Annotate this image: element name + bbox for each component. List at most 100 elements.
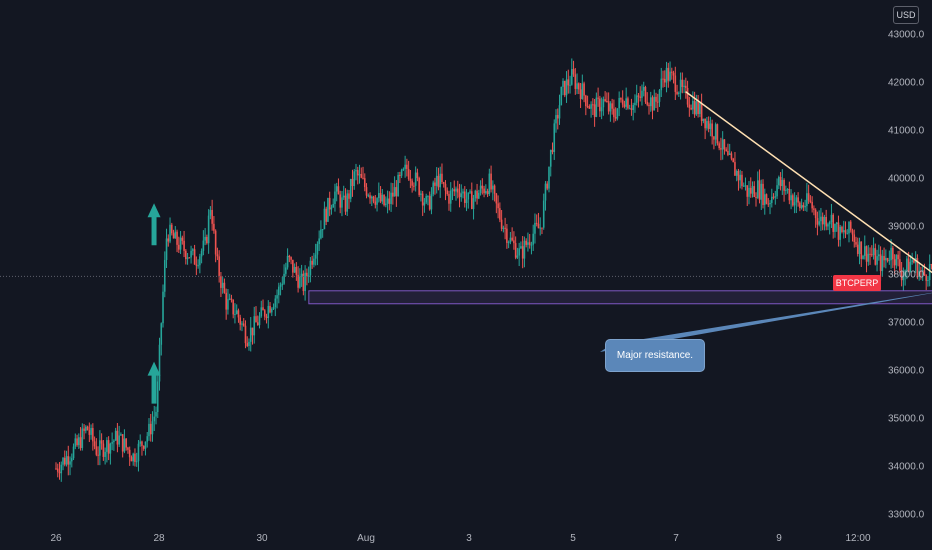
symbol-price-badge: BTCPERP: [833, 275, 881, 291]
candle-body: [255, 316, 257, 323]
candle-body: [379, 193, 382, 202]
candle-body: [370, 196, 373, 199]
candle-body: [697, 101, 699, 115]
candle-body: [460, 193, 463, 198]
candle-body: [76, 438, 78, 446]
candle-body: [213, 223, 215, 231]
candle-body: [609, 103, 612, 112]
candle-body: [118, 435, 120, 445]
candle-body: [455, 188, 457, 192]
candle-body: [900, 270, 903, 281]
up-arrow-icon: [147, 203, 161, 246]
candle-body: [585, 95, 587, 107]
candle-body: [920, 270, 922, 272]
candle-body: [274, 298, 277, 308]
candle-body: [351, 178, 354, 187]
candle-body: [363, 178, 366, 188]
candle-body: [781, 180, 784, 187]
candle-body: [535, 222, 538, 224]
candle-body: [325, 208, 327, 222]
candle-body: [537, 223, 540, 229]
candle-body: [928, 264, 931, 281]
candle-body: [690, 107, 692, 110]
candle-body: [525, 240, 527, 245]
candle-body: [435, 175, 438, 186]
time-axis[interactable]: 26 28 30 Aug 3 5 7 9 12:00: [50, 533, 871, 544]
candle-body: [744, 185, 747, 187]
candle-body: [211, 209, 213, 224]
candle-body: [334, 191, 336, 204]
candle-body: [253, 316, 256, 336]
candle-body: [104, 451, 106, 457]
candle-body: [246, 343, 249, 346]
candle-body: [604, 99, 606, 101]
candle-body: [169, 224, 171, 242]
candle-body: [499, 208, 501, 220]
candle-body: [439, 173, 442, 188]
candle-body: [178, 244, 180, 250]
candle-body: [202, 240, 205, 251]
currency-button[interactable]: USD: [893, 6, 919, 24]
candle-body: [820, 216, 822, 222]
candle-body: [295, 266, 298, 275]
candle-body: [185, 250, 187, 260]
candle-body: [730, 153, 733, 159]
candle-body: [602, 99, 605, 108]
candle-body: [88, 430, 91, 435]
price-axis[interactable]: 43000.0 42000.0 41000.0 40000.0 39000.0 38000…: [888, 30, 925, 521]
candle-body: [279, 285, 282, 287]
candle-body: [290, 257, 292, 260]
x-tick-label: 12:00: [845, 533, 870, 544]
candle-body: [135, 461, 138, 463]
candle-body: [883, 255, 885, 261]
candle-body: [353, 171, 356, 187]
candle-body: [420, 193, 422, 195]
candle-body: [225, 292, 227, 310]
candle-body: [620, 98, 622, 100]
y-tick-label: 42000.0: [888, 78, 925, 89]
candle-body: [785, 189, 787, 191]
candle-body: [395, 187, 398, 197]
candle-body: [423, 202, 426, 206]
candle-body: [841, 226, 843, 232]
candle-body: [514, 243, 517, 258]
candle-body: [670, 71, 673, 73]
candle-body: [192, 249, 194, 251]
candle-body: [541, 227, 543, 229]
candle-body: [234, 313, 236, 315]
candle-body: [618, 98, 620, 109]
callout-note[interactable]: Major resistance.: [605, 339, 705, 372]
candle-body: [446, 190, 449, 195]
candle-body: [858, 241, 861, 254]
candle-body: [921, 270, 924, 272]
candle-body: [393, 187, 396, 197]
candle-body: [62, 457, 64, 465]
candle-body: [807, 193, 810, 201]
candle-body: [78, 437, 80, 446]
candle-body: [699, 103, 701, 115]
candle-body: [702, 118, 705, 122]
candle-body: [249, 327, 252, 342]
candle-body: [462, 191, 464, 194]
x-tick-label: 5: [570, 533, 576, 544]
candle-body: [223, 282, 226, 293]
y-tick-label: 37000.0: [888, 318, 925, 329]
candle-body: [316, 243, 319, 255]
candle-body: [679, 79, 682, 93]
candle-body: [111, 442, 113, 444]
candle-body: [360, 174, 363, 178]
candle-body: [581, 83, 584, 99]
candle-body: [428, 196, 431, 210]
candle-body: [727, 150, 729, 155]
candle-body: [93, 441, 96, 447]
x-tick-label: 9: [776, 533, 782, 544]
candle-body: [174, 231, 177, 239]
candle-body: [830, 214, 833, 223]
candle-body: [167, 238, 170, 242]
candle-body: [242, 323, 245, 326]
candle-body: [79, 437, 82, 448]
candle-body: [383, 194, 385, 206]
candle-body: [660, 78, 663, 91]
candle-body: [616, 108, 619, 119]
